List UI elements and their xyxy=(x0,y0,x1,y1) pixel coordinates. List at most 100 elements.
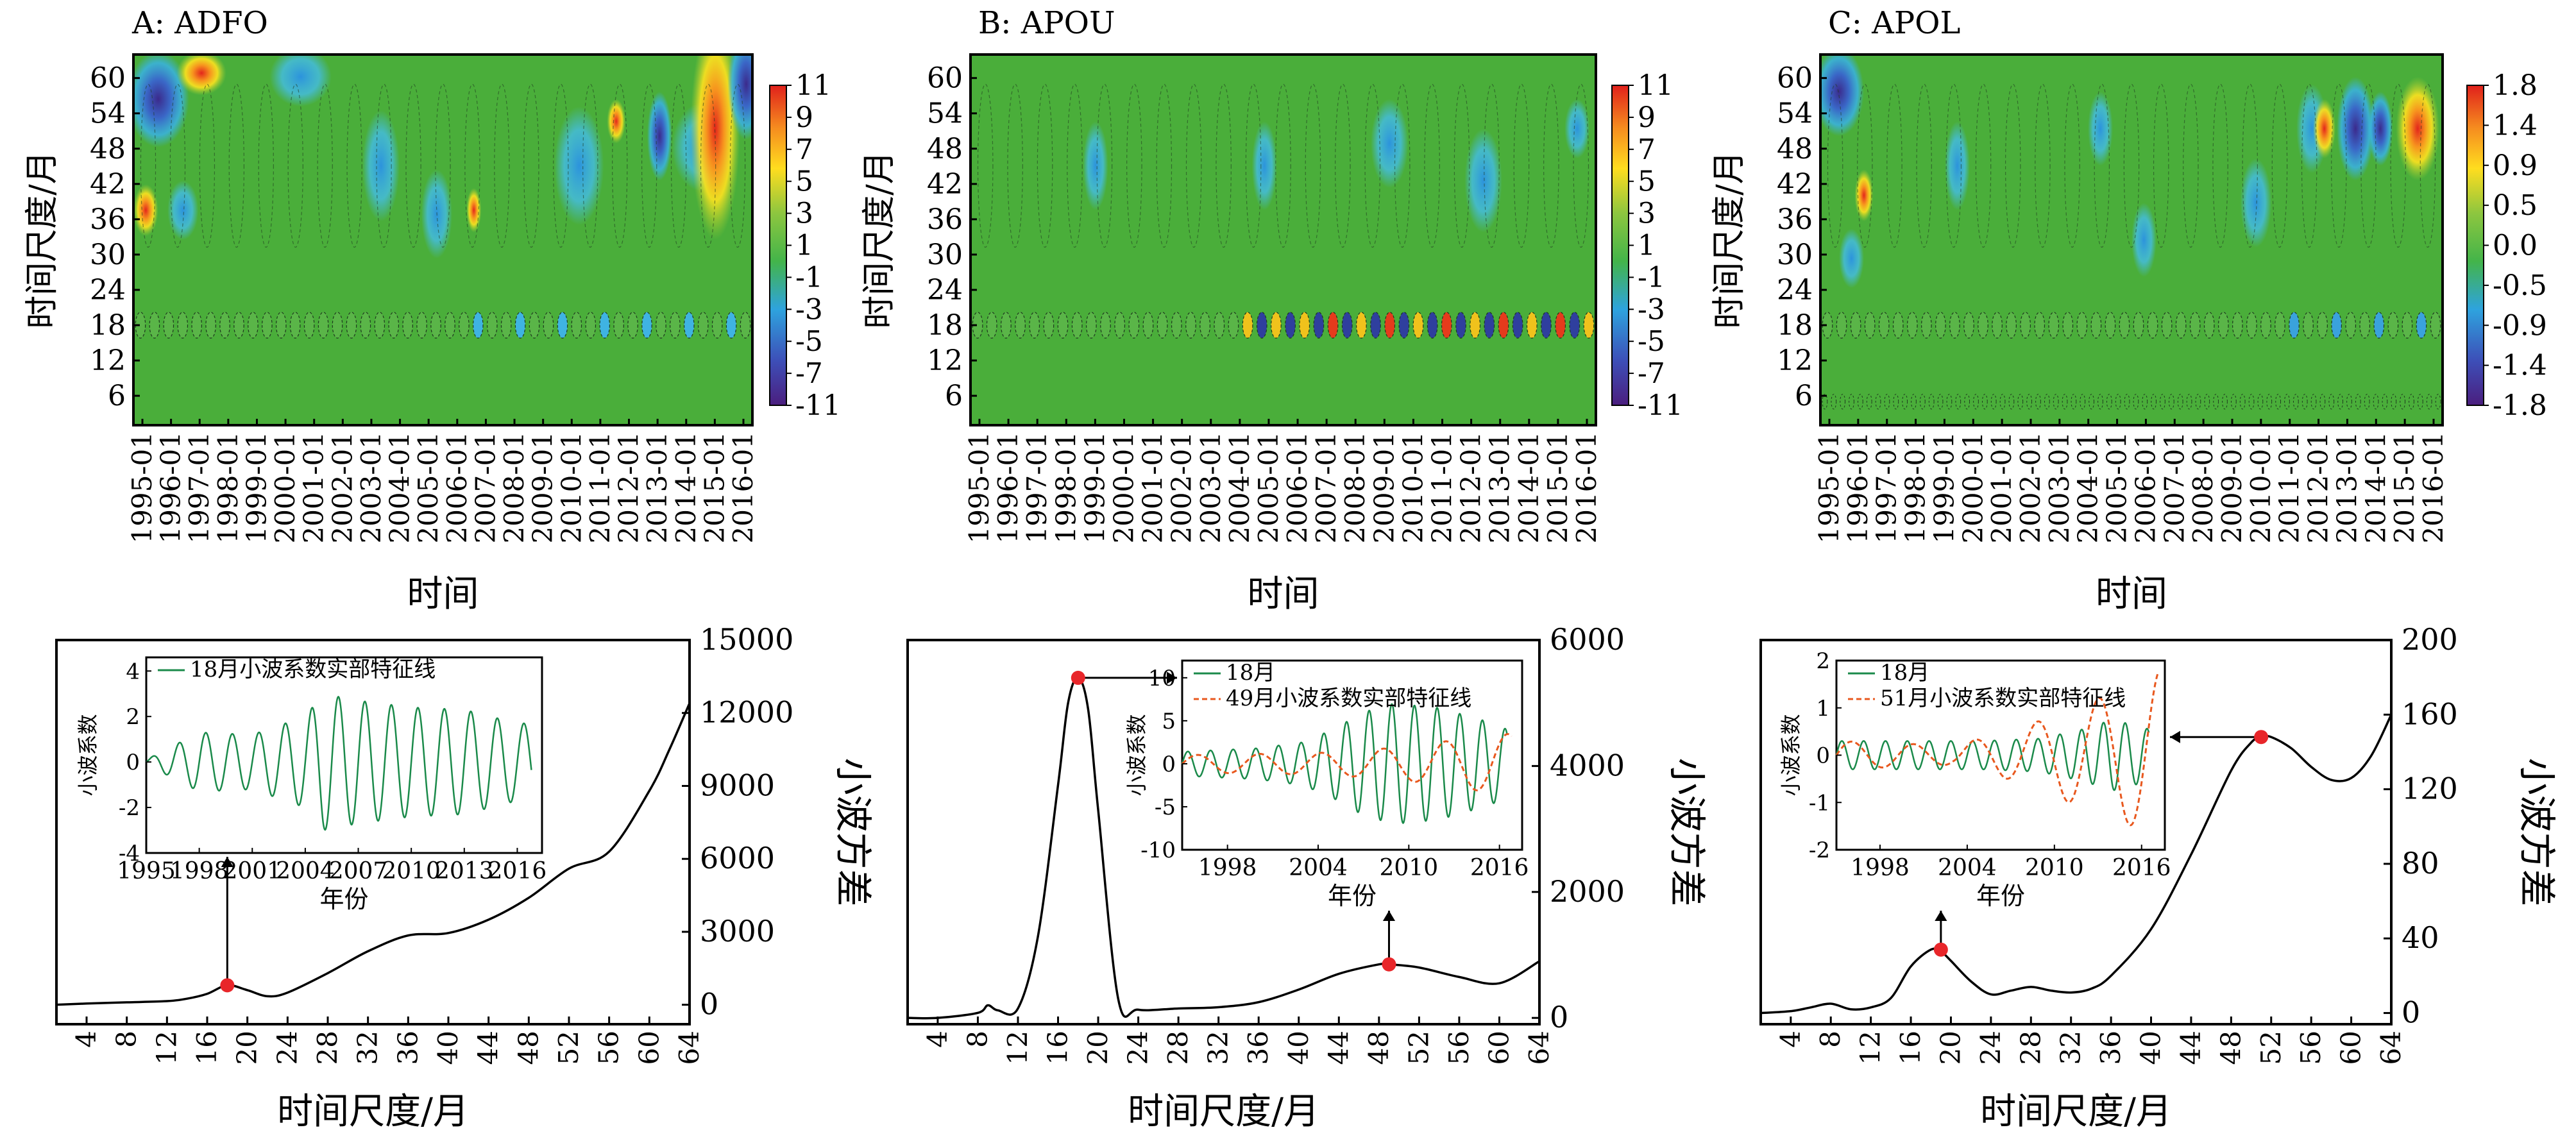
oscillation-cell xyxy=(1370,312,1381,339)
panel-title: C: APOL xyxy=(1828,5,1960,41)
contour-line xyxy=(2053,394,2059,410)
contour-line xyxy=(2062,394,2068,410)
inset-x-tick-label: 2016 xyxy=(1470,855,1529,881)
x-tick-label: 20 xyxy=(232,1031,263,1065)
oscillation-cell xyxy=(1171,312,1182,339)
x-tick-label: 2006-01 xyxy=(1282,432,1313,544)
x-tick-label: 4 xyxy=(71,1031,102,1048)
oscillation-cell xyxy=(1427,312,1438,339)
oscillation-cell xyxy=(1114,312,1126,339)
oscillation-cell xyxy=(1836,312,1847,339)
colorbar-tick-label: -7 xyxy=(1638,357,1665,390)
colorbar-tick-label: -1.8 xyxy=(2493,389,2547,422)
x-tick-label: 4 xyxy=(922,1031,953,1048)
oscillation-cell xyxy=(656,312,666,339)
x-tick-label: 28 xyxy=(2015,1031,2046,1065)
contour-line xyxy=(1884,394,1890,410)
x-tick-label: 32 xyxy=(352,1031,384,1065)
oscillation-cell xyxy=(191,312,203,339)
inset-y-tick-label: 5 xyxy=(1162,709,1176,734)
colorbar-tick-label: -1.4 xyxy=(2493,350,2547,382)
x-tick-label: 40 xyxy=(432,1031,464,1065)
colorbar-tick-label: -1 xyxy=(1638,261,1665,294)
oscillation-cell xyxy=(2147,312,2158,339)
oscillation-cell xyxy=(2090,312,2102,339)
x-tick-label: 44 xyxy=(2175,1031,2207,1065)
colorbar-tick-label: 0.9 xyxy=(2493,149,2538,182)
heatmap-blob xyxy=(1820,55,1864,137)
x-tick-label: 1999-01 xyxy=(1079,432,1110,544)
oscillation-cell xyxy=(1484,312,1495,339)
contour-line xyxy=(1513,83,1530,248)
x-axis-label: 时间 xyxy=(2096,573,2167,615)
oscillation-cell xyxy=(262,312,273,339)
heatmap-blob xyxy=(2313,99,2336,158)
x-tick-label: 2008-01 xyxy=(498,432,530,544)
x-tick-label: 1998-01 xyxy=(1900,432,1931,544)
colorbar-tick-label: 0.0 xyxy=(2493,230,2538,262)
contour-line xyxy=(523,83,539,248)
x-tick-label: 60 xyxy=(2335,1031,2367,1065)
variance-curve xyxy=(1760,714,2393,1015)
colorbar-tick-label: 0.5 xyxy=(2493,189,2538,222)
x-tick-label: 2010-01 xyxy=(2245,432,2276,544)
y-tick-label: 0 xyxy=(700,987,718,1022)
x-tick-label: 1997-01 xyxy=(183,432,215,544)
colorbar-tick-label: -1 xyxy=(795,261,823,294)
colorbar-tick-label: -5 xyxy=(1638,325,1665,358)
heatmap-panel-C: C: APOL6121824303642485460时间尺度/月1995-011… xyxy=(1710,5,2547,615)
y-tick-label: 30 xyxy=(927,239,963,271)
x-tick-label: 12 xyxy=(151,1031,182,1065)
contour-line xyxy=(1919,394,1926,410)
x-tick-label: 2001-01 xyxy=(1137,432,1169,544)
colorbar-tick-label: -11 xyxy=(1638,389,1683,422)
colorbar xyxy=(769,85,787,406)
contour-line xyxy=(1964,394,1970,410)
inset-y-tick-label: -2 xyxy=(1809,838,1830,863)
contour-line xyxy=(1394,83,1411,248)
x-tick-label: 1997-01 xyxy=(1871,432,1902,544)
oscillation-cell xyxy=(1569,312,1580,339)
contour-line xyxy=(2409,394,2414,410)
oscillation-cell xyxy=(1512,312,1523,339)
oscillation-cell xyxy=(388,312,400,339)
x-tick-label: 2001-01 xyxy=(298,432,330,544)
heatmap-frame xyxy=(969,53,1597,426)
contour-line xyxy=(2115,394,2121,410)
contour-line xyxy=(2071,394,2077,410)
x-tick-label: 52 xyxy=(553,1031,584,1065)
oscillation-cell xyxy=(1892,312,1904,339)
legend-label: 18月小波系数实部特征线 xyxy=(190,657,436,682)
oscillation-cell xyxy=(1242,312,1253,339)
oscillation-cell xyxy=(248,312,258,339)
inset-x-tick-label: 2004 xyxy=(276,858,335,884)
colorbar-tick-label: 1.8 xyxy=(2493,69,2538,102)
contour-line xyxy=(2419,83,2436,248)
x-tick-label: 1996-01 xyxy=(1842,432,1874,544)
heatmap-blob xyxy=(2240,158,2272,248)
contour-line xyxy=(2400,394,2406,410)
oscillation-cell xyxy=(1470,312,1481,339)
oscillation-cell xyxy=(543,312,554,339)
x-tick-label: 2014-01 xyxy=(2360,432,2391,544)
heatmap-blob xyxy=(269,55,332,106)
heatmap-blob xyxy=(727,55,752,140)
oscillation-cell xyxy=(275,312,287,339)
oscillation-cell xyxy=(2232,312,2243,339)
contour-line xyxy=(2292,394,2299,410)
heatmap-blob xyxy=(2088,91,2113,166)
oscillation-cell xyxy=(2203,312,2215,339)
oscillation-cell xyxy=(2048,312,2060,339)
contour-line xyxy=(1831,394,1837,410)
oscillation-cell xyxy=(445,312,455,339)
y-tick-label: 200 xyxy=(2402,622,2458,657)
y-axis-label: 时间尺度/月 xyxy=(1710,151,1749,329)
x-tick-label: 2003-01 xyxy=(355,432,387,544)
oscillation-cell xyxy=(2303,312,2314,339)
variance-panel-B-variance: 4 8 12 16 20 24 28 32 36 40 44 48 52 56 60 64时间尺度/月0200… xyxy=(906,622,1709,1133)
oscillation-cell xyxy=(2020,312,2031,339)
oscillation-cell xyxy=(1313,312,1325,339)
y-tick-label: 12 xyxy=(927,344,963,377)
contour-line xyxy=(1275,83,1291,248)
